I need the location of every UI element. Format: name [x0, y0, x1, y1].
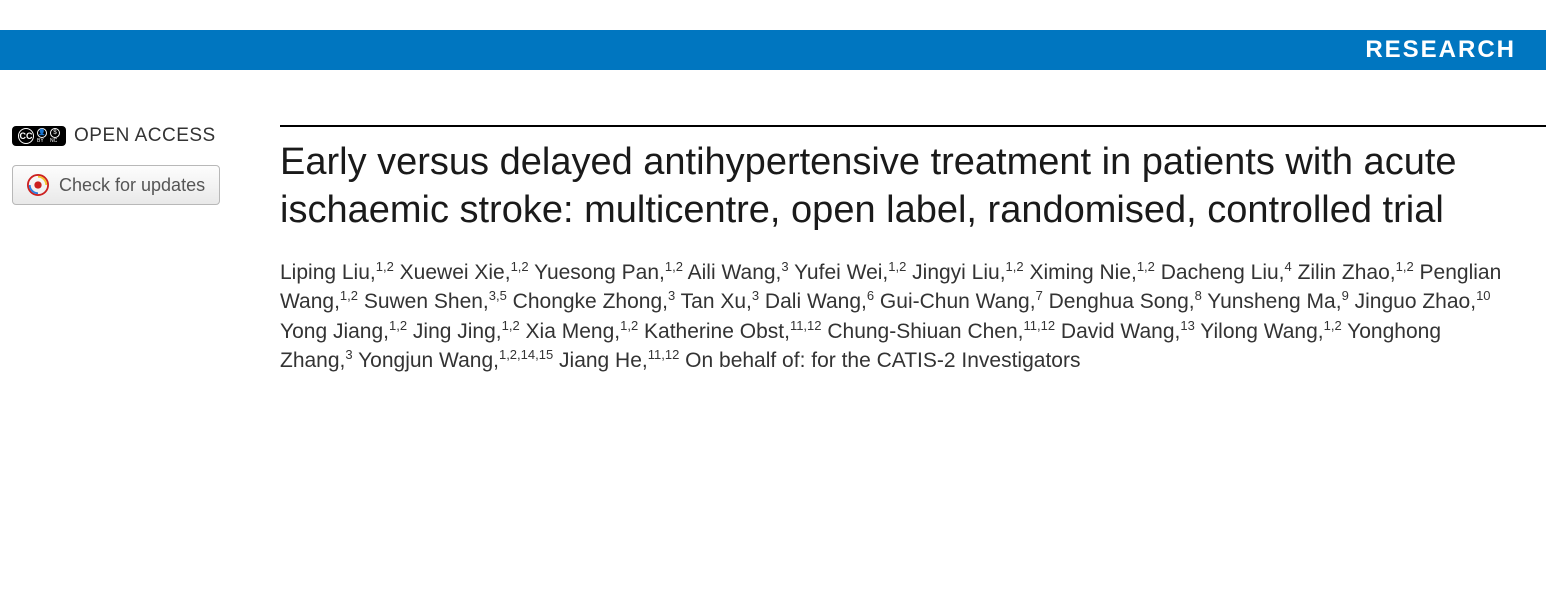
- article-main: Early versus delayed antihypertensive tr…: [280, 125, 1546, 376]
- crossmark-icon: [27, 174, 49, 196]
- check-updates-label: Check for updates: [59, 175, 205, 196]
- cc-icon: CC: [18, 128, 34, 144]
- cc-license-icon: CC 👤 BY $ NC: [12, 126, 66, 146]
- cc-nc-icon: $: [50, 128, 60, 138]
- article-title: Early versus delayed antihypertensive tr…: [280, 139, 1506, 234]
- content-row: CC 👤 BY $ NC OPEN ACCESS: [0, 125, 1546, 376]
- open-access-badge: CC 👤 BY $ NC OPEN ACCESS: [12, 125, 280, 147]
- sidebar: CC 👤 BY $ NC OPEN ACCESS: [0, 125, 280, 376]
- check-updates-button[interactable]: Check for updates: [12, 165, 220, 205]
- section-banner: RESEARCH: [0, 30, 1546, 70]
- cc-by-icon: 👤: [37, 128, 47, 138]
- section-banner-label: RESEARCH: [1365, 36, 1516, 64]
- open-access-label: OPEN ACCESS: [74, 125, 216, 147]
- author-list: Liping Liu,1,2 Xuewei Xie,1,2 Yuesong Pa…: [280, 258, 1506, 376]
